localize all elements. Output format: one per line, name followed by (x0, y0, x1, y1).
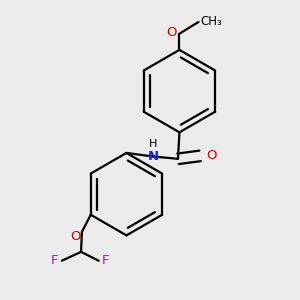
Text: H: H (149, 140, 158, 149)
Text: O: O (206, 149, 217, 162)
Text: F: F (102, 254, 110, 267)
Text: O: O (70, 230, 80, 243)
Text: F: F (51, 254, 59, 267)
Text: O: O (166, 26, 176, 39)
Text: CH₃: CH₃ (200, 14, 222, 28)
Text: N: N (148, 150, 159, 163)
